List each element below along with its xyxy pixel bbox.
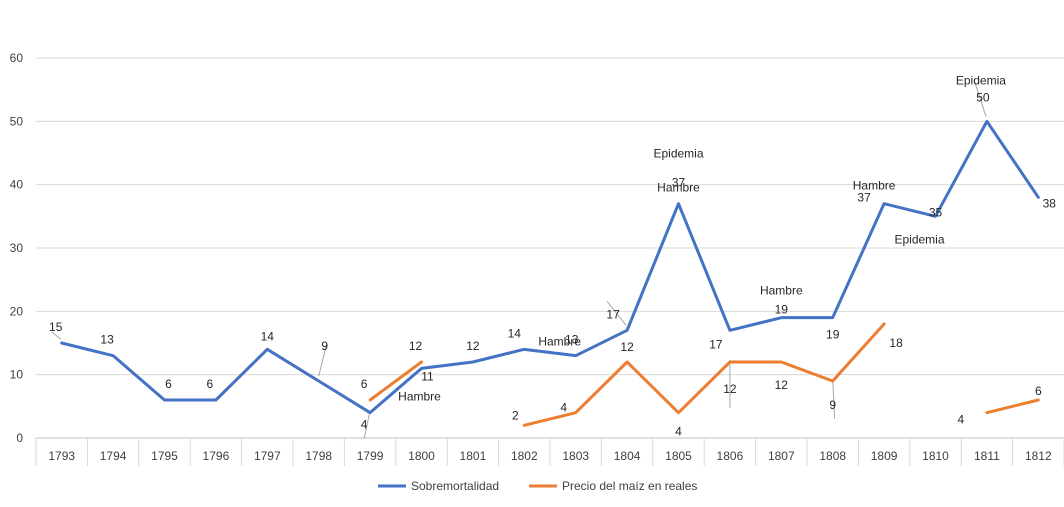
leader-line-sobremortalidad-1798 <box>318 343 328 377</box>
gridlines <box>36 57 1064 439</box>
x-tick-label-1805: 1805 <box>665 449 692 463</box>
series-line-precio-del-maiz-en-reales-segment-1 <box>368 360 423 402</box>
x-tick-label-1802: 1802 <box>511 449 538 463</box>
data-label-sobremortalidad-1796: 6 <box>207 377 214 391</box>
data-label-sobremortalidad-1801: 12 <box>466 339 480 353</box>
data-label-precio-del-maiz-en-reales-1808: 9 <box>829 398 836 412</box>
data-label-sobremortalidad-1809: 37 <box>857 191 871 205</box>
data-label-sobremortalidad-1808: 19 <box>826 328 840 342</box>
series-lines <box>60 119 1040 427</box>
data-label-precio-del-maiz-en-reales-1807: 12 <box>775 378 789 392</box>
annotation-hambre-1805: Hambre <box>657 181 700 195</box>
leader-line-precio-del-maiz-en-reales-1808 <box>832 378 836 420</box>
data-label-sobremortalidad-1805: 37 <box>672 176 686 190</box>
data-label-sobremortalidad-1812: 38 <box>1043 196 1057 210</box>
x-tick-label-1801: 1801 <box>460 449 487 463</box>
x-tick-label-1796: 1796 <box>203 449 230 463</box>
legend-label-precio-maiz: Precio del maíz en reales <box>562 479 697 493</box>
data-label-precio-del-maiz-en-reales-1806: 12 <box>723 382 737 396</box>
legend: Sobremortalidad Precio del maíz en reale… <box>378 479 697 493</box>
x-tick-label-1797: 1797 <box>254 449 281 463</box>
x-tick-label-1810: 1810 <box>922 449 949 463</box>
label-leader-lines <box>51 82 987 439</box>
data-label-precio-del-maiz-en-reales-1811: 4 <box>958 413 965 427</box>
x-tick-label-1808: 1808 <box>819 449 846 463</box>
data-label-sobremortalidad-1797: 14 <box>261 329 275 343</box>
data-label-sobremortalidad-1794: 13 <box>100 333 114 347</box>
data-label-sobremortalidad-1803: 13 <box>565 333 579 347</box>
data-label-sobremortalidad-1807: 19 <box>775 303 789 317</box>
annotation-epidemia-1811: Epidemia <box>956 73 1006 87</box>
series-line-precio-del-maiz-en-reales-segment-2 <box>522 322 886 427</box>
y-axis-ticks: 0 10 20 30 40 50 60 <box>10 51 24 445</box>
x-tick-label-1793: 1793 <box>48 449 75 463</box>
x-tick-label-1800: 1800 <box>408 449 435 463</box>
leader-line-sobremortalidad-1799 <box>363 410 371 439</box>
y-tick-label-20: 20 <box>10 304 24 318</box>
y-tick-label-10: 10 <box>10 368 24 382</box>
data-label-sobremortalidad-1798: 9 <box>321 339 328 353</box>
data-label-precio-del-maiz-en-reales-1803: 4 <box>560 401 567 415</box>
annotation-epidemia-1805: Epidemia <box>653 147 703 161</box>
x-tick-label-1807: 1807 <box>768 449 795 463</box>
data-label-precio-del-maiz-en-reales-1802: 2 <box>512 408 519 422</box>
series-line-sobremortalidad-segment-1 <box>60 119 1040 415</box>
data-label-sobremortalidad-1793: 15 <box>49 320 63 334</box>
data-label-sobremortalidad-1795: 6 <box>165 377 172 391</box>
annotation-hambre-1807: Hambre <box>760 284 803 298</box>
data-label-precio-del-maiz-en-reales-1805: 4 <box>675 425 682 439</box>
data-label-sobremortalidad-1800: 11 <box>421 369 434 383</box>
leader-line-sobremortalidad-1811 <box>974 82 987 117</box>
data-label-sobremortalidad-1806: 17 <box>709 337 723 351</box>
data-label-precio-del-maiz-en-reales-1799: 6 <box>361 377 368 391</box>
x-tick-label-1812: 1812 <box>1025 449 1052 463</box>
data-label-sobremortalidad-1799: 4 <box>361 418 368 432</box>
data-label-precio-del-maiz-en-reales-1812: 6 <box>1035 384 1042 398</box>
data-label-precio-del-maiz-en-reales-1809: 18 <box>889 336 903 350</box>
x-tick-label-1803: 1803 <box>562 449 589 463</box>
x-tick-label-1799: 1799 <box>357 449 384 463</box>
x-tick-label-1811: 1811 <box>974 449 1000 463</box>
data-labels: 15 13 6 6 14 9 4 11 12 14 13 17 37 17 19 19 37 35 50 38 6 12 2… <box>49 73 1056 438</box>
series-line-precio-del-maiz-en-reales-segment-3 <box>985 398 1040 415</box>
y-tick-label-50: 50 <box>10 114 24 128</box>
leader-line-sobremortalidad-1804 <box>606 301 627 326</box>
x-tick-label-1804: 1804 <box>614 449 641 463</box>
y-tick-label-30: 30 <box>10 241 24 255</box>
x-tick-label-1798: 1798 <box>305 449 332 463</box>
data-label-sobremortalidad-1804: 17 <box>606 307 620 321</box>
annotation-hambre-1809: Hambre <box>853 179 896 193</box>
x-axis-ticks: 1793 1794 1795 1796 1797 1798 1799 1800 1801 1802… <box>35 438 1064 466</box>
legend-label-sobremortalidad: Sobremortalidad <box>411 479 499 493</box>
x-tick-label-1809: 1809 <box>871 449 898 463</box>
data-label-sobremortalidad-1802: 14 <box>508 326 522 340</box>
y-tick-label-60: 60 <box>10 51 24 65</box>
x-tick-label-1794: 1794 <box>100 449 127 463</box>
y-tick-label-40: 40 <box>10 178 24 192</box>
y-tick-label-0: 0 <box>16 431 23 445</box>
data-label-precio-del-maiz-en-reales-1804: 12 <box>620 340 634 354</box>
annotation-epidemia-1810: Epidemia <box>894 232 944 246</box>
x-tick-label-1806: 1806 <box>717 449 744 463</box>
annotation-hambre-1800: Hambre <box>398 389 441 403</box>
x-tick-label-1795: 1795 <box>151 449 178 463</box>
annotation-hambre-1803: Hambre <box>538 335 581 349</box>
data-label-sobremortalidad-1811: 50 <box>976 90 990 104</box>
data-label-precio-del-maiz-en-reales-1800: 12 <box>409 339 423 353</box>
data-label-sobremortalidad-1810: 35 <box>929 205 943 219</box>
leader-line-sobremortalidad-1793 <box>51 331 62 340</box>
